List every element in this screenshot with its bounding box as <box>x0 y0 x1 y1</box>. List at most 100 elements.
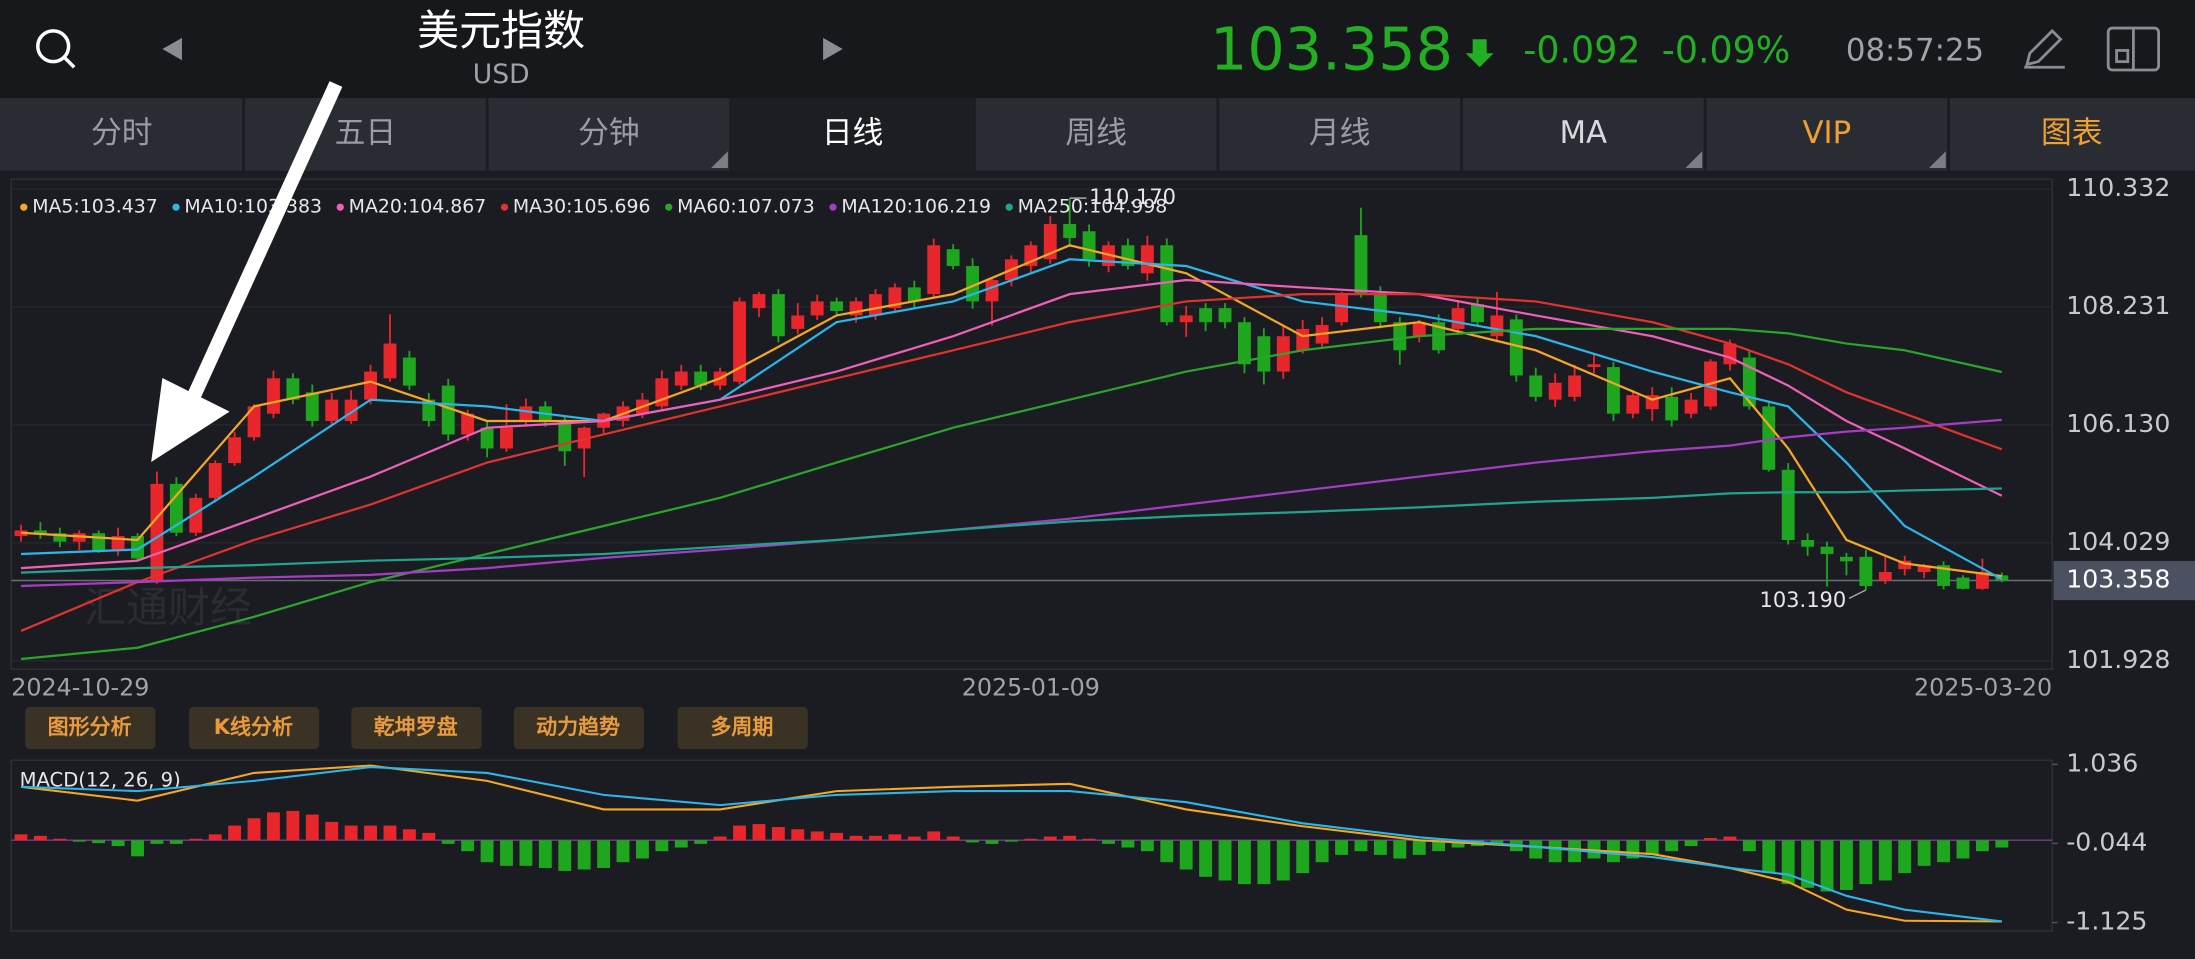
legend-dot <box>20 203 28 211</box>
macd-bar <box>1645 840 1659 855</box>
candle-body <box>1490 315 1504 337</box>
tool-button[interactable]: K线分析 <box>214 715 293 739</box>
macd-bar <box>791 829 805 841</box>
candle-body <box>92 533 106 551</box>
candle-body <box>402 357 416 386</box>
annotation-label: 110.170 <box>1089 185 1176 209</box>
next-button[interactable] <box>823 37 843 61</box>
tab[interactable]: 月线 <box>1309 115 1371 151</box>
y-tick-label: 106.130 <box>2066 409 2170 438</box>
macd-bar <box>461 840 475 852</box>
macd-bar <box>1587 840 1601 859</box>
prev-button[interactable] <box>162 37 182 61</box>
macd-bar <box>1082 838 1096 841</box>
pencil-icon[interactable] <box>2024 28 2065 69</box>
macd-line <box>20 765 2002 923</box>
candle-body <box>480 427 494 449</box>
macd-bar <box>247 818 261 841</box>
top-bar <box>0 0 2195 99</box>
macd-bar <box>441 840 455 844</box>
macd-bar <box>849 835 863 841</box>
ma-line <box>20 278 2003 570</box>
candle-body <box>694 371 708 386</box>
macd-title: MACD(12, 26, 9) <box>20 769 181 792</box>
macd-bar <box>325 821 339 841</box>
candle-body <box>131 536 144 559</box>
legend-dot <box>665 203 673 211</box>
ma-line <box>20 258 2003 581</box>
macd-bar <box>500 840 513 866</box>
candle-body <box>1723 343 1737 365</box>
candle-body <box>1373 294 1387 323</box>
tool-button[interactable]: 乾坤罗盘 <box>374 715 458 739</box>
candle-body <box>1626 395 1640 414</box>
macd-bar <box>655 840 669 852</box>
macd-bar <box>33 835 47 841</box>
candle-body <box>422 399 436 421</box>
macd-bar <box>402 829 416 841</box>
macd-bar <box>1257 840 1271 885</box>
annotation-label: 103.190 <box>1759 588 1846 612</box>
search-icon[interactable] <box>36 29 76 69</box>
last-price-label: 103.358 <box>2066 565 2170 594</box>
candle-body <box>364 371 377 400</box>
tab[interactable]: 周线 <box>1065 115 1127 151</box>
annotation-arrow <box>151 81 343 463</box>
layout-icon[interactable] <box>2106 26 2161 72</box>
candle-body <box>791 315 805 329</box>
legend-label: MA10:103.383 <box>184 196 322 218</box>
tab[interactable]: 分时 <box>91 115 153 151</box>
macd-bar <box>131 840 144 857</box>
macd-bar <box>752 824 766 841</box>
macd-bar <box>1956 840 1970 859</box>
tool-button[interactable]: 图形分析 <box>48 715 132 739</box>
macd-bar <box>1820 840 1834 892</box>
tool-button[interactable]: 动力趋势 <box>536 715 620 739</box>
candle-body <box>733 301 746 382</box>
legend-dot <box>336 203 344 211</box>
candle-body <box>558 420 572 452</box>
candle-body <box>1742 357 1756 407</box>
legend-label: MA120:106.219 <box>841 196 991 218</box>
legend-label: MA20:104.867 <box>349 196 487 218</box>
tab-bar-bg <box>0 98 2195 171</box>
macd-bar <box>519 840 533 866</box>
candle-body <box>1937 565 1950 587</box>
y-tick-label: 1.036 <box>2066 748 2138 777</box>
candle-body <box>1529 375 1543 397</box>
macd-bar <box>14 834 28 841</box>
macd-panel <box>10 759 2053 932</box>
macd-bar <box>1723 836 1737 841</box>
macd-bar <box>771 827 785 841</box>
macd-bar <box>480 840 494 863</box>
macd-bar <box>1684 840 1698 847</box>
tab[interactable]: 分钟 <box>578 115 640 151</box>
candle-body <box>1878 571 1892 581</box>
tab[interactable]: MA <box>1559 115 1607 151</box>
candle-body <box>1801 539 1815 547</box>
candle-body <box>1471 304 1484 323</box>
candle-body <box>927 245 941 295</box>
macd-bar <box>1840 840 1853 890</box>
tab[interactable]: 图表 <box>2041 115 2103 151</box>
legend-label: MA60:107.073 <box>677 196 815 218</box>
tool-button[interactable]: 多周期 <box>710 715 773 739</box>
ma-line <box>20 293 2003 632</box>
active-tab-bg <box>730 98 975 171</box>
ma-line <box>20 487 2002 574</box>
candle-body <box>1179 315 1193 323</box>
y-tick-label: 110.332 <box>2066 173 2170 202</box>
candle-body <box>305 392 319 421</box>
tab-active[interactable]: 日线 <box>822 115 884 151</box>
macd-bar <box>1975 840 1989 852</box>
candle-body <box>1354 235 1368 295</box>
macd-bar <box>597 840 611 869</box>
macd-bar <box>1665 840 1679 852</box>
last-price-tag <box>2053 560 2195 601</box>
macd-bar <box>208 834 222 841</box>
tab[interactable]: 五日 <box>335 115 397 151</box>
macd-bar <box>1121 840 1135 848</box>
candle-body <box>907 287 921 302</box>
tab[interactable]: VIP <box>1802 115 1851 151</box>
macd-bar <box>267 812 280 841</box>
